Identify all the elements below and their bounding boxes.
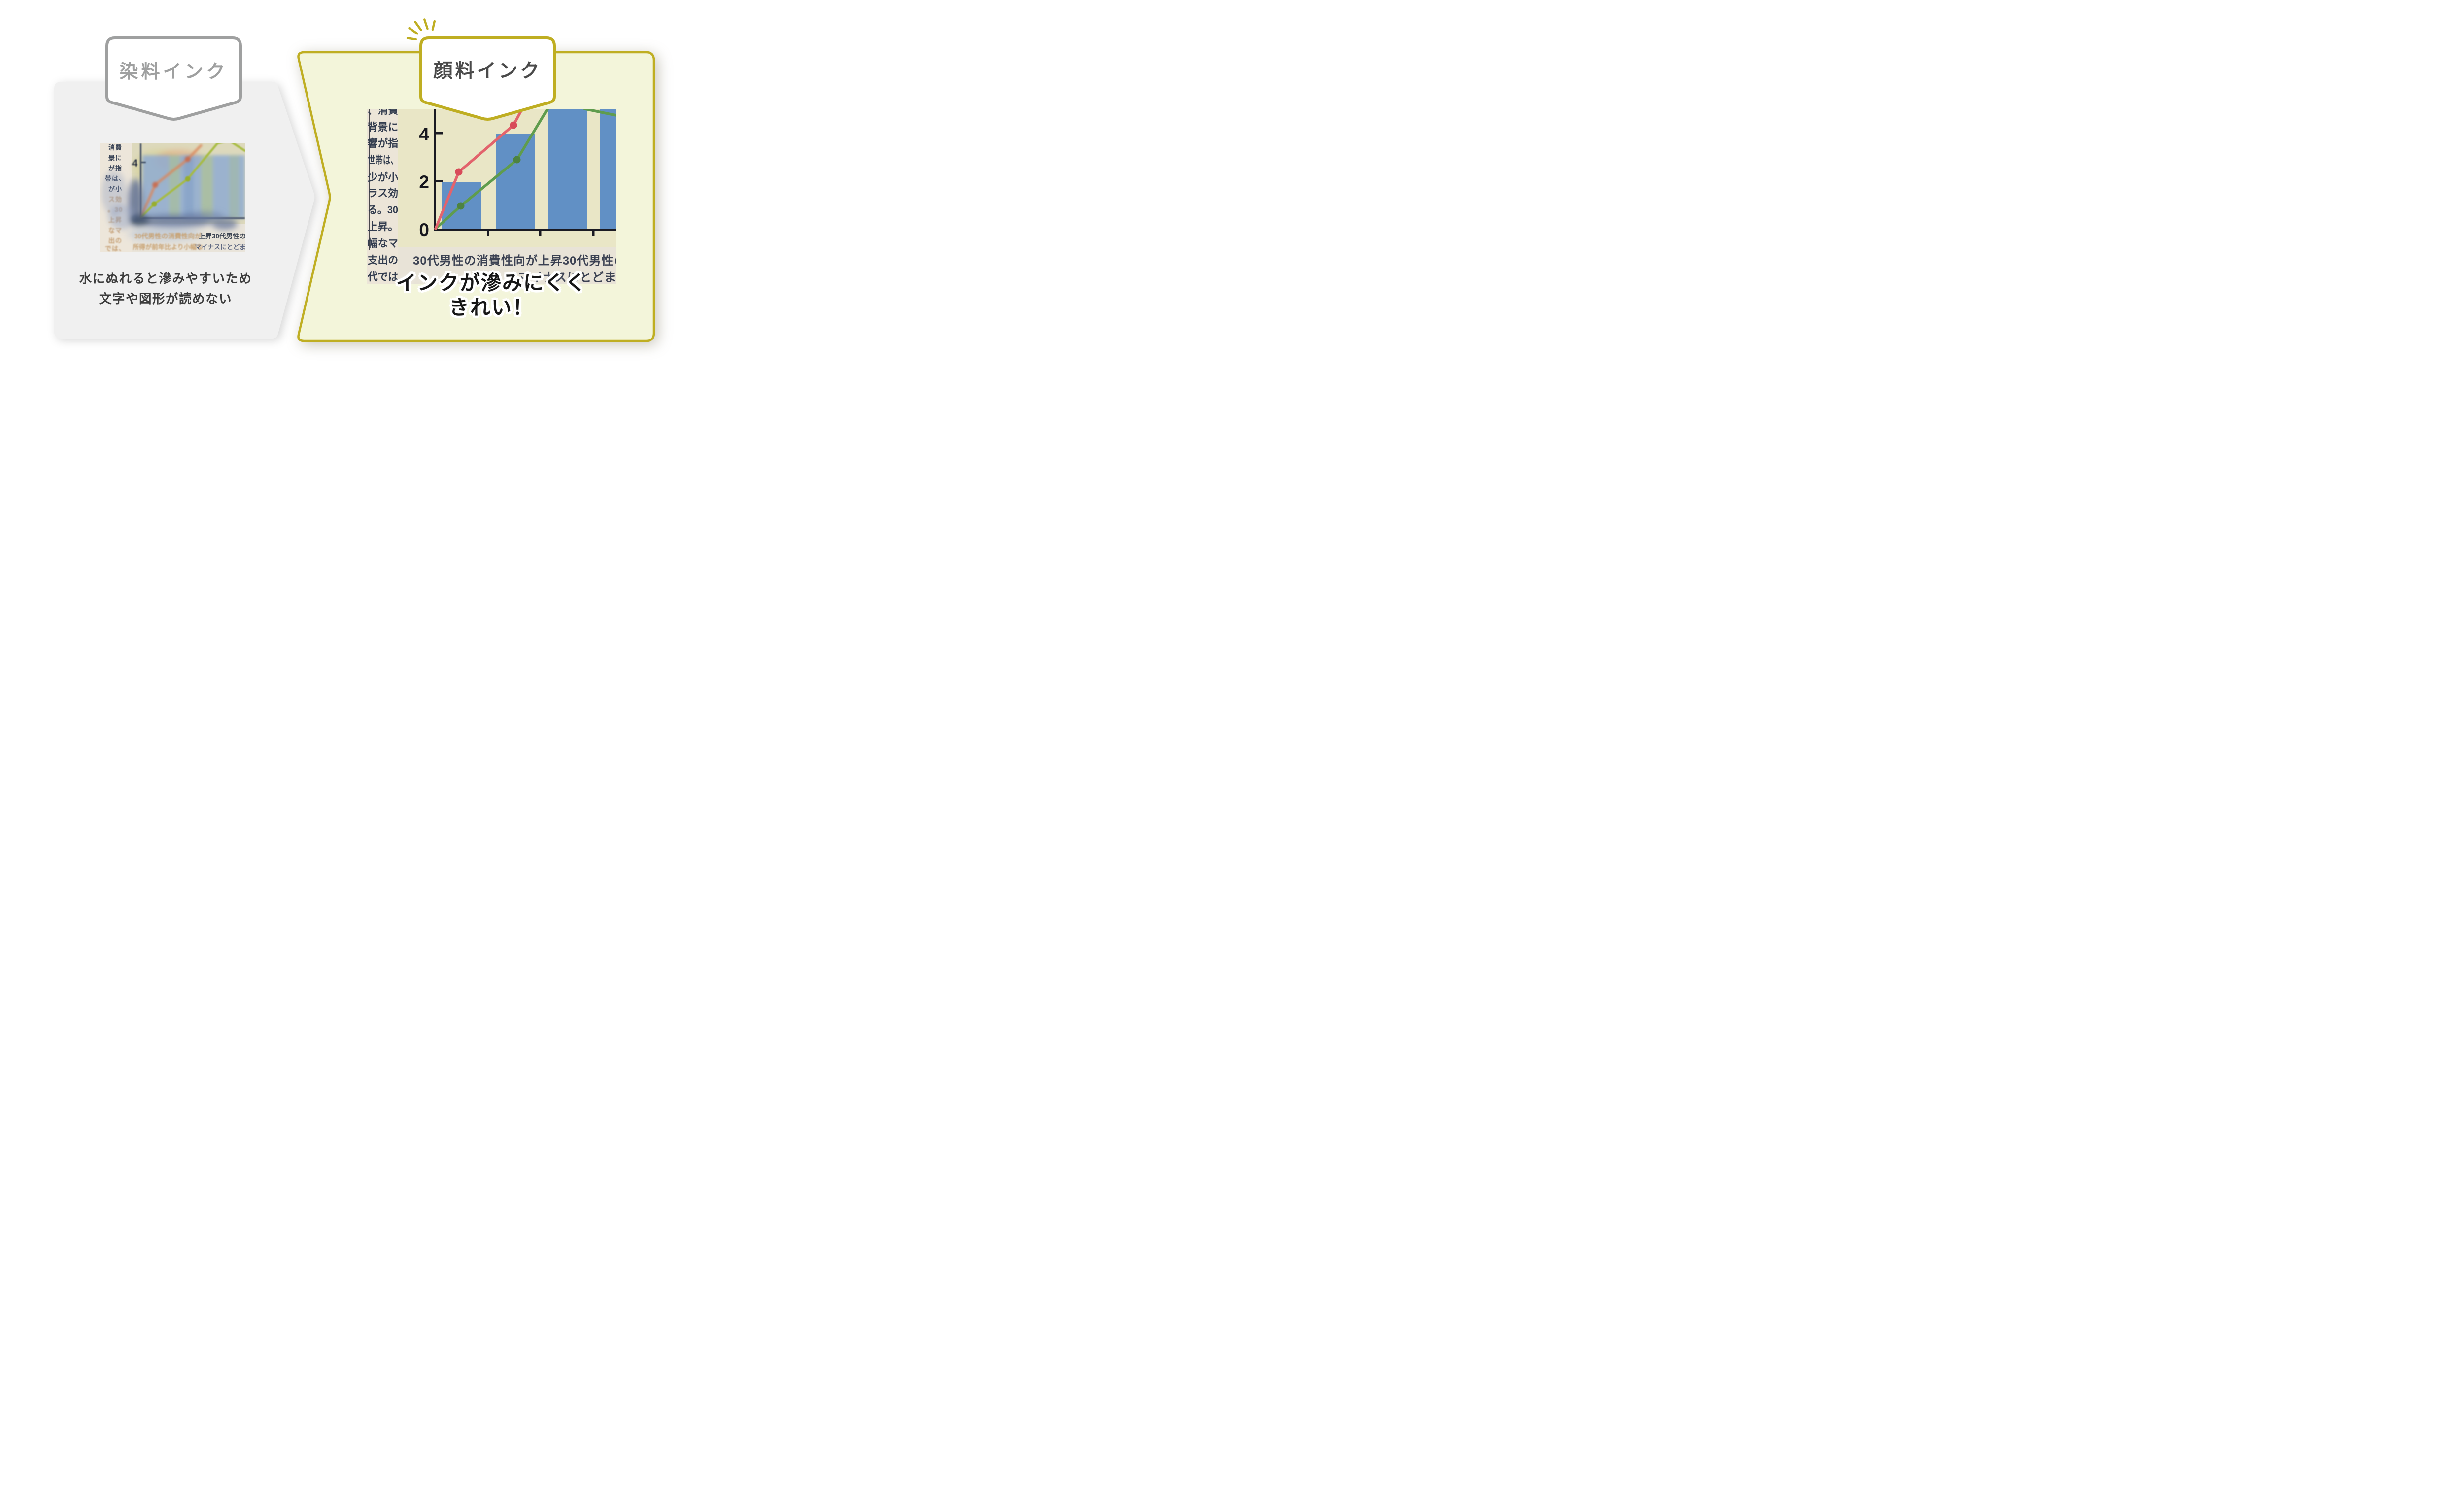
y-axis-label-4: 4 <box>132 158 137 169</box>
margin-row: 景に <box>108 154 122 162</box>
dye-ink-caption: 水にぬれると滲みやすいため 文字や図形が読めない <box>54 269 277 309</box>
photo-caption1-dark: 上昇30代男性の <box>199 232 245 240</box>
margin-row: 響が指 <box>368 137 398 149</box>
ink-smudges <box>101 170 238 230</box>
margin-row: 世帯は、 <box>368 155 398 166</box>
margin-row: が指 <box>108 165 122 172</box>
margin-row: 上昇。 <box>368 221 398 233</box>
dye-ink-smeared-photo: 消費 景に が指 帯は、 が小 ス効 。30 上昇 なマ 出の では、 4 0 <box>100 143 245 252</box>
pigment-ink-overlay-line1: インクが滲みにくく <box>396 271 587 294</box>
photo-caption1: 30代男性の消費性向が上昇30代男性の <box>413 254 616 268</box>
photo-caption1-washed: 30代男性の消費性向が <box>134 232 202 240</box>
pigment-ink-clean-photo: 、消費 背景に 響が指 世帯は、 少が小 ラス効 る。30 上昇。 幅なマ 支出… <box>367 109 616 284</box>
bar <box>600 109 616 229</box>
bar-series <box>442 109 616 229</box>
green-line-series <box>434 109 616 230</box>
caption-paper <box>398 247 616 284</box>
axes <box>434 109 616 236</box>
y-axis-label-4: 4 <box>419 124 429 144</box>
y-axis-label-2: 2 <box>419 172 429 192</box>
photo-caption2-washed: 所得が前年比より小幅な <box>133 243 203 251</box>
margin-row: 代では <box>367 271 398 283</box>
margin-row: では、 <box>105 245 126 252</box>
pigment-ink-label: 顔料インク <box>433 61 542 82</box>
margin-row: 消費 <box>108 144 122 151</box>
margin-text: 、消費 背景に 響が指 世帯は、 少が小 ラス効 る。30 上昇。 幅なマ 支出… <box>367 109 398 283</box>
smeared-red-line <box>139 144 203 219</box>
margin-row: 出の <box>108 237 122 244</box>
bar <box>496 134 535 229</box>
margin-row: ラス効 <box>368 187 398 199</box>
sparkle-emphasis-icon <box>406 18 436 41</box>
margin-row: 背景に <box>368 121 398 133</box>
margin-row: 幅なマ <box>368 238 398 249</box>
ink-comparison-infographic: 消費 景に が指 帯は、 が小 ス効 。30 上昇 なマ 出の では、 4 0 <box>0 0 708 372</box>
photo-caption2: マイナスにとどま <box>518 271 616 284</box>
photo-caption2-dark: マイナスにとどま <box>195 243 245 251</box>
y-axis-label-0: 0 <box>419 220 429 240</box>
dye-ink-caption-line1: 水にぬれると滲みやすいため <box>79 272 252 286</box>
ink-wash-below <box>127 227 201 241</box>
bar <box>548 109 587 229</box>
smeared-green-line <box>139 143 245 219</box>
margin-row: 、消費 <box>368 109 398 116</box>
margin-row: 支出の <box>368 255 398 266</box>
margin-row: 少が小 <box>367 171 398 183</box>
dye-ink-caption-line2: 文字や図形が読めない <box>99 292 232 306</box>
washed-bars <box>142 155 245 218</box>
pigment-ink-overlay-line2: きれい！ <box>449 296 534 319</box>
newspaper-column-rule <box>369 109 370 250</box>
y-axis-labels: 4 2 0 <box>419 124 429 240</box>
dye-ink-label: 染料インク <box>119 61 228 82</box>
margin-row: る。30 <box>368 204 398 216</box>
pigment-ink-overlay-caption: インクが滲みにくく きれい！ <box>367 271 616 320</box>
